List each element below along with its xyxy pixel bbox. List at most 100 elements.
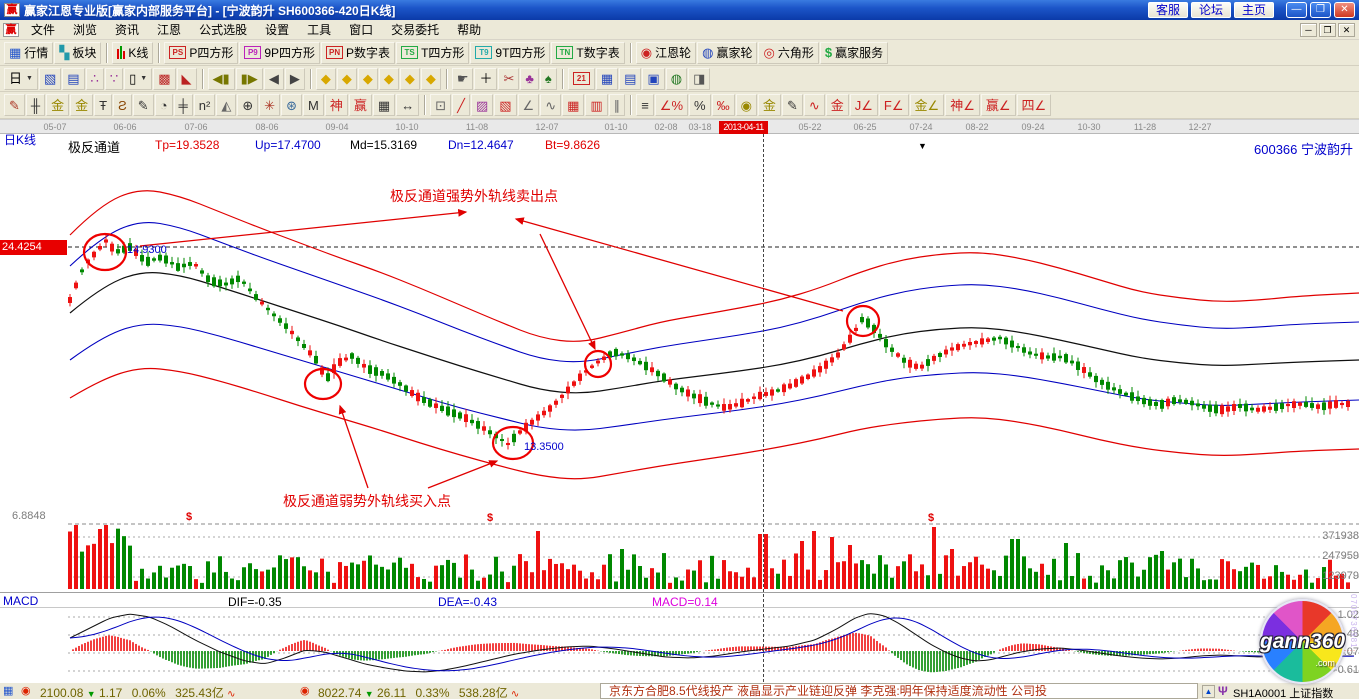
grid-lines-button[interactable]: ╪ — [173, 94, 193, 116]
cut-segment-button[interactable]: ✂ — [498, 67, 520, 90]
date-axis[interactable]: 2013-04-11 05-07 06-06 07-06 08-06 09-04 10-1… — [0, 119, 1359, 134]
gold-grid-b-button[interactable]: 金 — [70, 94, 94, 116]
rect-tool-button[interactable]: ⊡ — [430, 94, 452, 116]
period-style-button[interactable]: 日 ▼ — [4, 67, 38, 90]
triangle-tool-button[interactable]: ◭ — [216, 94, 237, 116]
parallel-lines-button[interactable]: ∥ — [608, 94, 626, 116]
shen-grid-button[interactable]: 神 — [324, 94, 348, 116]
hexagon-button[interactable]: ◎ 六角形 — [758, 41, 819, 64]
menu-9[interactable]: 帮助 — [457, 23, 482, 37]
compress-chart-button[interactable]: ▩ — [153, 67, 176, 90]
pattern-match-button[interactable]: ♣ — [520, 67, 539, 90]
calendar-21-button[interactable]: 21 — [567, 67, 595, 90]
p-number-table-button[interactable]: PN P数字表 — [321, 41, 396, 64]
fibo-f-button[interactable]: Ŧ — [94, 94, 113, 116]
permille-button[interactable]: ‰ — [711, 94, 735, 116]
gold-grid-a-button[interactable]: 金 — [46, 94, 70, 116]
child-close-button[interactable]: ✕ — [1338, 22, 1355, 37]
diamond-expand-button[interactable]: ◆ — [357, 67, 378, 90]
gold-level-button[interactable]: 金 — [757, 94, 781, 116]
maximize-button[interactable]: ❐ — [1310, 2, 1331, 18]
t-square-button[interactable]: TS T四方形 — [396, 41, 470, 64]
color-flag-button[interactable]: ◣ — [176, 67, 197, 90]
t-number-table-button[interactable]: TN T数字表 — [551, 41, 625, 64]
first-page-button[interactable]: ◀▮ — [207, 67, 235, 90]
export-print-button[interactable]: ◨ — [688, 67, 711, 90]
next-button[interactable]: ▶ — [284, 67, 305, 90]
sectors-button[interactable]: ▚ 板块 — [54, 41, 102, 64]
wave-box-button[interactable]: ∿ — [803, 94, 825, 116]
ruler-grid-button[interactable]: ▦ — [372, 94, 396, 116]
fan-grid-button[interactable]: ▧ — [494, 94, 517, 116]
close-button[interactable]: ✕ — [1334, 2, 1355, 18]
diamond-right-button[interactable]: ◆ — [336, 67, 357, 90]
9p-square-button[interactable]: P9 9P四方形 — [239, 41, 321, 64]
h-expand-button[interactable]: ↔ — [396, 94, 420, 116]
save-button[interactable]: ▣ — [642, 67, 665, 90]
shen-angle-button[interactable]: 神∠ — [945, 94, 980, 116]
crosshair-button[interactable]: ＋ — [474, 67, 498, 90]
kline-button[interactable]: K线 — [112, 41, 154, 64]
web-rays-button[interactable]: ⊛ — [281, 94, 303, 116]
star-rays-button[interactable]: ✳ — [259, 94, 281, 116]
wave-line-button[interactable]: ∿ — [540, 94, 562, 116]
calculator-button[interactable]: ▦ — [595, 67, 619, 90]
menu-8[interactable]: 交易委托 — [391, 23, 440, 37]
percent-slash-button[interactable]: ∠% — [654, 94, 689, 116]
candle-style-button[interactable]: ▯ ▼ — [124, 67, 153, 90]
index1-quote[interactable]: 2100.08 ▼ 1.17 0.06% 325.43亿 ∿ — [40, 686, 236, 699]
angle-line-button[interactable]: ∠ — [517, 94, 540, 116]
hand-drag-button[interactable]: ☛ — [451, 67, 474, 90]
n-square-button[interactable]: n² — [193, 94, 216, 116]
ink-brush-button[interactable]: ✎ — [781, 94, 803, 116]
gold-under-button[interactable]: 金 — [825, 94, 849, 116]
chart-area[interactable]: 日K线 600366 宁波韵升 极反通道 Tp=19.3528 Up=17.470… — [0, 133, 1359, 592]
p-square-button[interactable]: PS P四方形 — [164, 41, 239, 64]
menu-2[interactable]: 资讯 — [115, 23, 140, 37]
forum-button[interactable]: 论坛 — [1190, 2, 1231, 18]
spiral-button[interactable]: Ƨ — [113, 94, 132, 116]
grid-red-a-button[interactable]: ▦ — [562, 94, 585, 116]
homepage-button[interactable]: 主页 — [1233, 2, 1274, 18]
child-minimize-button[interactable]: ─ — [1300, 22, 1317, 37]
gann-wheel-button[interactable]: ◉ 江恩轮 — [635, 41, 697, 64]
circle-cross-button[interactable]: ⊕ — [237, 94, 259, 116]
macd-pane[interactable]: 1.02 0.48 -0.07 -0.61 — [0, 608, 1359, 682]
index2-quote[interactable]: 8022.74 ▼ 26.11 0.33% 538.28亿 ∿ — [318, 686, 520, 699]
menu-3[interactable]: 江恩 — [157, 23, 182, 37]
diamond-left-button[interactable]: ◆ — [315, 67, 336, 90]
child-restore-button[interactable]: ❐ — [1319, 22, 1336, 37]
quote-grid-icon[interactable]: ▦ — [3, 685, 14, 697]
trend-pattern-button[interactable]: ▧ — [38, 67, 62, 90]
winner-service-button[interactable]: $ 赢家服务 — [819, 41, 889, 64]
menu-7[interactable]: 窗口 — [349, 23, 374, 37]
menu-5[interactable]: 设置 — [265, 23, 290, 37]
grid-red-b-button[interactable]: ▥ — [585, 94, 608, 116]
winner-wheel-button[interactable]: ◍ 赢家轮 — [697, 41, 758, 64]
web-update-button[interactable]: ◍ — [665, 67, 688, 90]
ying-grid-button[interactable]: 赢 — [348, 94, 372, 116]
menu-0[interactable]: 文件 — [31, 23, 56, 37]
news-ticker[interactable]: 京东方合肥8.5代线投产 液晶显示产业链迎反弹 李克强:明年保持适度流动性 公司… — [600, 683, 1198, 699]
scroll-up-button[interactable]: ▲ — [1202, 685, 1215, 698]
notepad-button[interactable]: ▤ — [619, 67, 642, 90]
f10-info-button[interactable]: ▤ — [62, 67, 85, 90]
diamond-shrink-button[interactable]: ◆ — [378, 67, 399, 90]
macd-header[interactable]: MACD DIF=-0.35 DEA=-0.43 MACD=0.14 — [0, 592, 1359, 609]
minimize-button[interactable]: — — [1286, 2, 1307, 18]
bars-9-button[interactable]: ∵ — [104, 67, 124, 90]
percent-button[interactable]: % — [689, 94, 711, 116]
menu-6[interactable]: 工具 — [307, 23, 332, 37]
bars-3-button[interactable]: ∴ — [85, 67, 104, 90]
quotes-button[interactable]: ▦ 行情 — [4, 41, 54, 64]
price-ladder-button[interactable]: ≡ — [636, 94, 654, 116]
last-page-button[interactable]: ▮▶ — [235, 67, 263, 90]
wave-count-button[interactable]: M — [303, 94, 324, 116]
diamond-up-button[interactable]: ◆ — [399, 67, 420, 90]
menu-1[interactable]: 浏览 — [73, 23, 98, 37]
pattern-find-button[interactable]: ♠ — [539, 67, 557, 90]
gold-angle-button[interactable]: 金∠ — [909, 94, 945, 116]
diamond-down-button[interactable]: ◆ — [420, 67, 441, 90]
customer-service-button[interactable]: 客服 — [1147, 2, 1188, 18]
time-circle-button[interactable]: ◔ — [154, 94, 173, 116]
